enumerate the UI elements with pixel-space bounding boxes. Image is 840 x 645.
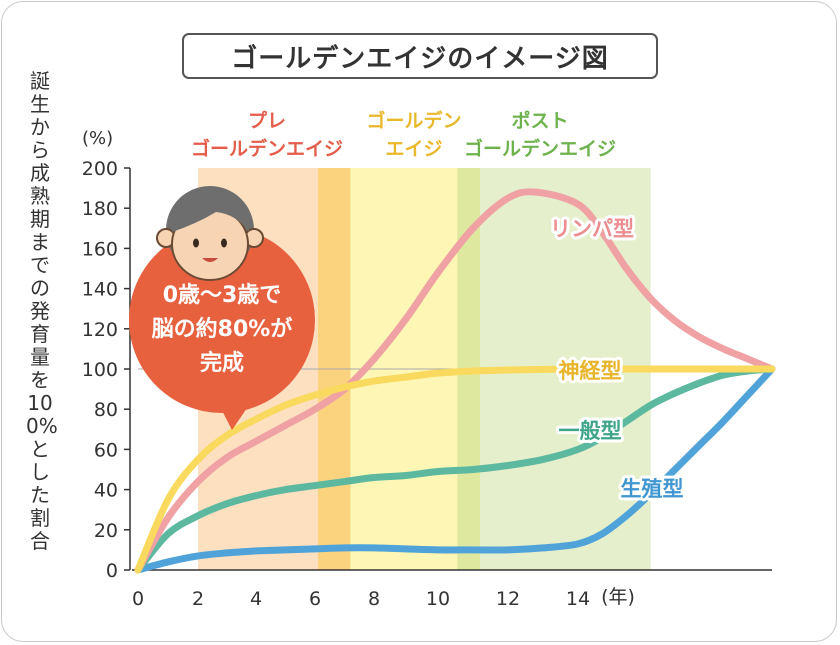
y-tick-label-140: 140	[82, 279, 118, 301]
band-label-1-0: ゴールデン	[366, 109, 461, 132]
callout-bubble	[129, 227, 315, 413]
chart-title: ゴールデンエイジのイメージ図	[182, 33, 658, 79]
x-tick-label-0: 0	[132, 588, 144, 610]
avatar-mouth	[202, 258, 218, 262]
avatar-bangs	[172, 194, 249, 232]
y-tick-label-80: 80	[94, 399, 118, 421]
y-tick-label-100: 100	[82, 359, 118, 381]
series-line-神経型	[134, 365, 776, 574]
y-tick-label-160: 160	[82, 238, 118, 260]
y-axis-unit: (%)	[82, 128, 114, 149]
callout-line-1: 脳の約80%が	[152, 316, 293, 342]
y-tick-label-20: 20	[94, 520, 118, 542]
x-tick-label-2: 2	[192, 588, 204, 610]
y-tick-label-40: 40	[94, 480, 118, 502]
x-tick-label-8: 8	[368, 588, 380, 610]
x-axis-unit: (年)	[601, 586, 635, 608]
x-tick-label-10: 10	[426, 588, 450, 610]
y-tick-label-60: 60	[94, 439, 118, 461]
y-tick-label-0: 0	[106, 560, 118, 582]
x-tick-label-4: 4	[250, 588, 262, 610]
series-label-一般型: 一般型	[559, 419, 622, 443]
avatar-eye-left	[193, 238, 199, 248]
series-label-生殖型: 生殖型	[621, 477, 684, 501]
band-label-0-0: プレ	[248, 109, 286, 132]
callout-line-0: 0歳〜3歳で	[163, 283, 282, 308]
y-tick-label-120: 120	[82, 319, 118, 341]
y-tick-label-200: 200	[82, 158, 118, 180]
y-tick-label-180: 180	[82, 198, 118, 220]
x-tick-label-14: 14	[566, 588, 590, 610]
band-label-2-1: ゴールデンエイジ	[464, 137, 616, 160]
series-label-神経型: 神経型	[559, 359, 622, 383]
band-label-0-1: ゴールデンエイジ	[191, 137, 343, 160]
avatar-eye-right	[221, 238, 227, 248]
x-tick-label-6: 6	[309, 588, 321, 610]
callout-line-2: 完成	[200, 350, 244, 376]
band-label-2-0: ポスト	[511, 109, 568, 132]
band-label-1-1: エイジ	[385, 138, 442, 160]
series-line-一般型	[134, 365, 776, 574]
series-line-生殖型	[134, 365, 776, 574]
x-tick-label-12: 12	[496, 588, 520, 610]
y-axis-label: 誕生から成熟期までの発育量を100%とした割合	[26, 69, 58, 553]
series-label-リンパ型: リンパ型	[550, 217, 634, 241]
series-line-リンパ型	[134, 188, 776, 574]
